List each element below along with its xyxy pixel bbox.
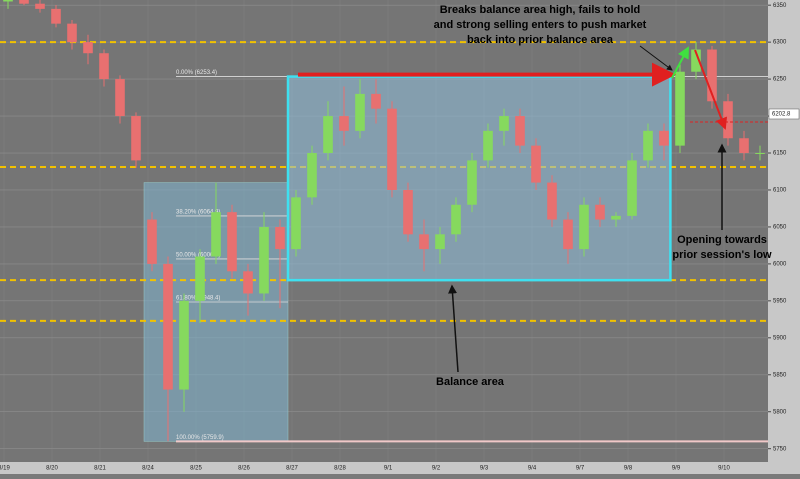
candle-body (339, 116, 349, 131)
candle-body (51, 8, 61, 24)
candle-body (291, 197, 301, 250)
candle-body (371, 93, 381, 109)
arrow (639, 45, 673, 71)
candle-body (707, 49, 717, 102)
candle-body (435, 234, 445, 250)
x-tick-label: 8/19 (0, 466, 10, 472)
x-tick-label: 9/1 (384, 466, 393, 472)
candle-body (243, 271, 253, 294)
y-tick-label: 6050 (773, 225, 787, 231)
x-tick-label: 9/9 (672, 466, 681, 472)
candle-body (547, 182, 557, 220)
candle-body (643, 130, 653, 161)
candle-body (387, 108, 397, 190)
candle-body (755, 153, 765, 155)
arrow (448, 284, 459, 373)
annotation: Breaks balance area high, fails to hold (440, 4, 641, 16)
x-tick-label: 9/8 (624, 466, 633, 472)
candles (3, 0, 765, 442)
x-tick-label: 9/3 (480, 466, 489, 472)
y-tick-label: 5800 (773, 409, 787, 415)
candle-body (323, 116, 333, 154)
x-tick-label: 9/2 (432, 466, 441, 472)
x-tick-label: 9/7 (576, 466, 585, 472)
balance-box (286, 75, 672, 282)
y-tick-label: 5900 (773, 335, 787, 341)
x-tick-label: 8/27 (286, 466, 298, 472)
candle-body (307, 153, 317, 198)
y-tick-label: 6100 (773, 188, 787, 194)
y-tick-label: 6300 (773, 40, 787, 46)
candle-body (275, 226, 285, 250)
x-tick-label: 9/4 (528, 466, 537, 472)
fib-label: 38.20% (6064.9) (176, 209, 220, 215)
candle-body (355, 93, 365, 131)
last-price-box (768, 108, 800, 120)
candle-body (115, 79, 125, 117)
arrow (694, 49, 728, 130)
fib-label: 0.00% (6253.4) (176, 70, 217, 76)
annotation: back into prior balance area (467, 34, 614, 46)
x-tick-label: 8/28 (334, 466, 346, 472)
y-tick-label: 6250 (773, 77, 787, 83)
candle-body (675, 71, 685, 146)
fib-label: 100.00% (5759.9) (176, 435, 224, 441)
y-tick-label: 6150 (773, 151, 787, 157)
x-tick-label: 8/24 (142, 466, 154, 472)
candle-body (723, 101, 733, 139)
y-tick-label: 5950 (773, 298, 787, 304)
y-tick-label: 6000 (773, 261, 787, 267)
candle-body (627, 160, 637, 216)
time-axis-panel (0, 462, 768, 474)
candle-body (531, 145, 541, 183)
candle-body (259, 226, 269, 294)
x-tick-label: 8/20 (46, 466, 58, 472)
annotation: prior session's low (672, 249, 772, 261)
candle-body (563, 219, 573, 250)
x-tick-label: 8/25 (190, 466, 202, 472)
y-tick-label: 6350 (773, 3, 787, 9)
candle-body (403, 189, 413, 235)
candle-body (595, 204, 605, 220)
candle-body (19, 0, 29, 4)
candle-body (147, 219, 157, 264)
candle-body (67, 23, 77, 43)
candle-body (499, 116, 509, 131)
x-tick-label: 8/26 (238, 466, 250, 472)
candle-body (467, 160, 477, 205)
x-tick-label: 9/10 (718, 466, 730, 472)
candle-body (99, 53, 109, 80)
annotation: Balance area (436, 376, 505, 388)
candle-body (227, 212, 237, 272)
candle-body (483, 130, 493, 161)
candle-body (691, 49, 701, 72)
y-tick-label: 5750 (773, 446, 787, 452)
candle-body (515, 116, 525, 146)
candle-body (179, 300, 189, 390)
overlays: 0.00% (6253.4) 38.20% (6064.9) 50.00% (600… (0, 0, 768, 462)
candle-body (659, 130, 669, 146)
candle-body (131, 116, 141, 161)
last-price-label: 6202.8 (772, 112, 791, 118)
candle-body (579, 204, 589, 250)
candle-body (195, 256, 205, 301)
candle-body (211, 212, 221, 257)
fib-label: 50.00% (6006.7) (176, 253, 220, 259)
candle-body (83, 42, 93, 54)
annotation: and strong selling enters to push market (434, 19, 647, 31)
candle-body (35, 3, 45, 9)
candle-body (419, 234, 429, 250)
y-tick-label: 5850 (773, 372, 787, 378)
annotations: Breaks balance area high, fails to hold … (298, 4, 772, 388)
candle-body (3, 0, 13, 2)
candle-body (451, 204, 461, 235)
candle-body (163, 263, 173, 390)
arrow (671, 46, 689, 79)
x-tick-label: 8/21 (94, 466, 106, 472)
price-axis-panel (768, 0, 800, 474)
candle-body (739, 138, 749, 154)
annotation: Opening towards (677, 234, 767, 246)
candle-body (611, 215, 621, 220)
